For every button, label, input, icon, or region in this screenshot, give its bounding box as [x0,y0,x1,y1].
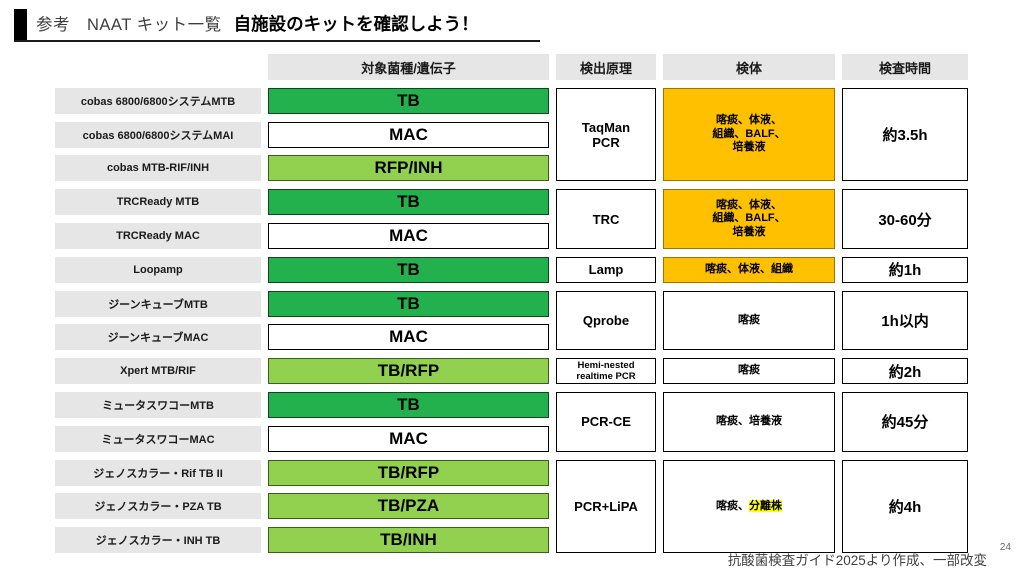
test-time-cell: 約4h [842,459,968,554]
title-prefix: 参考 NAAT キット一覧 [36,16,222,34]
principle-cell: Hemi-nested realtime PCR [556,358,656,385]
kit-name-label: Loopamp [55,256,261,283]
principle-cell: Qprobe [556,290,656,351]
page-title: 参考 NAAT キット一覧 自施設のキットを確認しよう！ [36,11,479,36]
kit-name-label: ジェノスカラー・INH TB [55,527,261,554]
specimen-cell: 喀痰、体液、組織 [663,256,835,283]
kit-name-label: ジーンキューブMTB [55,290,261,317]
test-time-cell: 約2h [842,358,968,385]
column-header-principle: 検出原理 [556,54,656,80]
target-gene-cell: TB [268,391,549,418]
title-underline [14,40,540,42]
target-gene-cell: RFP/INH [268,155,549,182]
kit-name-label: ジェノスカラー・Rif TB II [55,459,261,486]
kit-name-label: ミュータスワコーMTB [55,391,261,418]
page-number: 24 [999,542,1011,553]
principle-cell: TRC [556,189,656,249]
source-note: 抗酸菌検査ガイド2025より作成、一部改変 [727,553,987,568]
kit-name-label: ジェノスカラー・PZA TB [55,493,261,520]
target-gene-cell: TB/INH [268,527,549,554]
principle-cell: Lamp [556,256,656,283]
kit-name-label: cobas 6800/6800システムMAI [55,121,261,148]
kit-name-label: TRCReady MAC [55,222,261,249]
kit-name-label: ジーンキューブMAC [55,324,261,351]
title-accent-bar [14,9,27,40]
specimen-cell: 喀痰、培養液 [663,391,835,452]
column-header-specimen: 検体 [663,54,835,80]
principle-cell: PCR+LiPA [556,459,656,554]
kit-name-label: Xpert MTB/RIF [55,358,261,385]
naat-table: 対象菌種/遺伝子 検出原理 検体 検査時間 cobas 6800/6800システ… [55,54,968,554]
specimen-cell: 喀痰 [663,358,835,385]
kit-name-label: cobas MTB-RIF/INH [55,155,261,182]
target-gene-cell: MAC [268,222,549,249]
specimen-cell: 喀痰、体液、 組織、BALF、 培養液 [663,87,835,182]
title-emphasis: 自施設のキットを確認しよう！ [233,14,479,34]
specimen-cell: 喀痰、体液、 組織、BALF、 培養液 [663,189,835,249]
kit-name-label: cobas 6800/6800システムMTB [55,87,261,114]
test-time-cell: 30-60分 [842,189,968,249]
target-gene-cell: MAC [268,121,549,148]
test-time-cell: 約45分 [842,391,968,452]
target-gene-cell: TB [268,256,549,283]
specimen-cell: 喀痰、分離株 [663,459,835,554]
column-header-time: 検査時間 [842,54,968,80]
test-time-cell: 約3.5h [842,87,968,182]
specimen-cell: 喀痰 [663,290,835,351]
target-gene-cell: TB/RFP [268,358,549,385]
kit-name-label: ミュータスワコーMAC [55,425,261,452]
column-header-target: 対象菌種/遺伝子 [268,54,549,80]
test-time-cell: 1h以内 [842,290,968,351]
kit-name-label: TRCReady MTB [55,189,261,216]
test-time-cell: 約1h [842,256,968,283]
target-gene-cell: TB/PZA [268,493,549,520]
principle-cell: TaqMan PCR [556,87,656,182]
target-gene-cell: TB [268,87,549,114]
target-gene-cell: TB [268,290,549,317]
target-gene-cell: MAC [268,425,549,452]
highlighted-term: 分離株 [749,499,782,512]
principle-cell: PCR-CE [556,391,656,452]
target-gene-cell: TB/RFP [268,459,549,486]
target-gene-cell: TB [268,189,549,216]
target-gene-cell: MAC [268,324,549,351]
